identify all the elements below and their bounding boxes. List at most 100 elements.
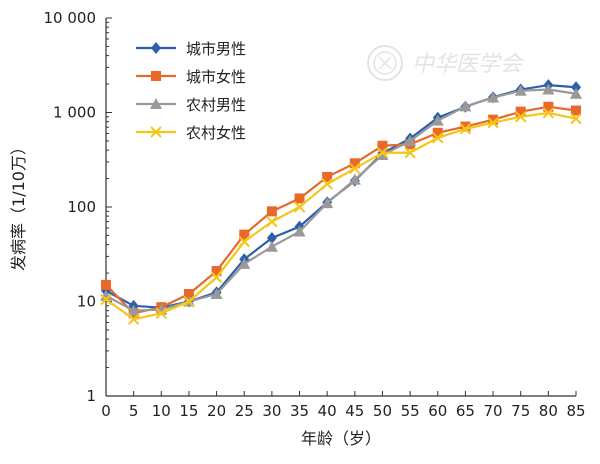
x-tick-label: 25 (235, 402, 254, 420)
data-point (238, 235, 250, 248)
x-tick-label: 60 (428, 402, 447, 420)
x-tick-label: 30 (262, 402, 281, 420)
y-tick-label: 1 (86, 387, 96, 405)
y-tick-label: 10 000 (44, 9, 97, 27)
x-tick-label: 20 (207, 402, 226, 420)
data-point (514, 84, 527, 96)
series-layer (100, 79, 582, 325)
data-point (266, 231, 277, 244)
data-point (376, 149, 389, 161)
legend-label: 城市女性 (186, 68, 246, 86)
data-point (571, 105, 581, 116)
data-point (570, 87, 582, 99)
legend-item: 农村男性 (136, 96, 246, 114)
x-tick-label: 35 (290, 402, 309, 420)
watermark-text: 中华医学会 (412, 52, 524, 77)
data-point (183, 289, 194, 300)
data-point (349, 162, 361, 175)
data-point (431, 114, 444, 126)
data-point (432, 127, 443, 138)
data-point (459, 100, 472, 112)
data-point (514, 111, 527, 123)
x-tick-label: 40 (318, 402, 337, 420)
data-point (127, 304, 140, 316)
data-point (293, 201, 306, 213)
legend-item: 农村女性 (136, 124, 246, 142)
data-point (487, 91, 500, 103)
series-line (105, 105, 577, 315)
data-point (210, 271, 223, 284)
data-point (266, 215, 278, 228)
legend-marker (151, 42, 161, 54)
x-tick-label: 10 (152, 402, 171, 420)
x-tick-label: 70 (484, 402, 503, 420)
legend-marker (150, 126, 162, 138)
x-tick-label: 75 (511, 402, 530, 420)
data-point (266, 206, 277, 217)
data-point (515, 106, 526, 117)
axes: 1 10 100 1 000 10 000 0 5 10 15 20 25 30 35 40 45 50 55 6… (44, 9, 586, 420)
data-point (542, 107, 555, 119)
watermark: 中华医学会 (367, 45, 524, 81)
data-point (404, 147, 416, 159)
data-point (543, 101, 554, 112)
data-point (404, 134, 417, 146)
x-tick-label: 5 (129, 402, 139, 420)
legend-marker (151, 71, 161, 81)
legend-item: 城市女性 (136, 68, 246, 86)
data-point (571, 81, 581, 94)
data-point (377, 140, 388, 151)
legend-label: 农村男性 (186, 96, 246, 114)
x-axis-title: 年龄（岁） (301, 429, 381, 448)
y-axis-title: 发病率（1/10万） (9, 139, 28, 271)
x-tick-label: 0 (101, 402, 111, 420)
legend-marker (150, 98, 162, 109)
data-point (211, 266, 222, 277)
data-point (100, 293, 112, 306)
legend-item: 城市男性 (136, 40, 246, 58)
data-point (239, 229, 250, 240)
y-tick-label: 100 (67, 198, 96, 216)
data-point (321, 197, 334, 209)
data-point (265, 240, 278, 252)
legend-label: 城市男性 (186, 40, 246, 58)
x-tick-label: 65 (456, 402, 475, 420)
data-point (101, 279, 111, 290)
data-point (238, 257, 251, 269)
data-point (432, 132, 444, 144)
data-point (459, 123, 472, 135)
series-4 (100, 107, 582, 325)
x-tick-label: 80 (539, 402, 558, 420)
x-tick-label: 45 (345, 402, 364, 420)
x-tick-label: 50 (373, 402, 392, 420)
data-point (127, 313, 140, 325)
series-line (105, 83, 577, 309)
legend-label: 农村女性 (186, 124, 246, 142)
data-point (293, 225, 306, 237)
data-point (321, 178, 333, 190)
x-tick-label: 15 (179, 402, 198, 420)
data-point (100, 289, 112, 301)
data-point (294, 193, 305, 204)
data-point (349, 158, 360, 169)
data-point (210, 288, 223, 300)
series-line (105, 111, 577, 321)
x-tick-label: 55 (401, 402, 420, 420)
data-point (570, 112, 582, 125)
data-point (487, 116, 499, 129)
data-point (460, 121, 471, 132)
data-point (155, 307, 168, 320)
data-point (183, 295, 195, 308)
data-point (348, 173, 361, 185)
y-tick-label: 10 (77, 293, 96, 311)
data-point (542, 83, 555, 95)
data-point (488, 114, 499, 125)
series-2 (101, 101, 581, 319)
y-tick-label: 1 000 (53, 104, 96, 122)
x-tick-label: 85 (566, 402, 585, 420)
data-point (376, 147, 389, 159)
series-line (105, 88, 577, 312)
